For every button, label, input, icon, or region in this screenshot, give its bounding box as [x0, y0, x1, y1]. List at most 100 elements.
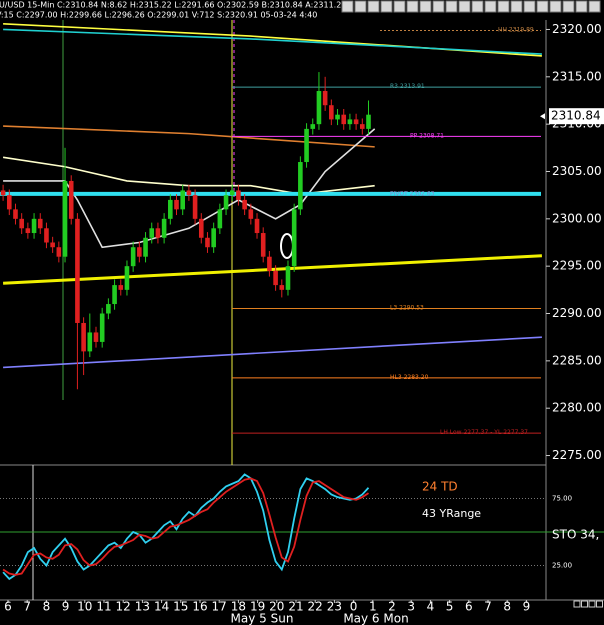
candle-body — [124, 266, 130, 290]
candle-body — [0, 190, 6, 196]
toolbar-button[interactable] — [588, 0, 601, 13]
toolbar-button[interactable] — [549, 0, 562, 13]
level-label: PIVOT 2302.63 — [390, 190, 435, 197]
oscillator-line — [2, 477, 369, 576]
candle-body — [68, 180, 74, 219]
candle-body — [44, 228, 49, 243]
indicator-line — [3, 125, 375, 148]
x-tick-label: 9 — [62, 600, 70, 614]
scroll-button — [596, 600, 603, 608]
candle-body — [366, 114, 371, 129]
candle-body — [75, 218, 80, 323]
candle-body — [25, 228, 31, 234]
x-tick-label: 5 — [446, 600, 454, 614]
toolbar-button[interactable] — [575, 0, 588, 13]
candle-body — [50, 242, 55, 248]
candle-body — [180, 190, 185, 210]
toolbar-button[interactable] — [497, 0, 510, 13]
candle-body — [329, 105, 334, 120]
candle-body — [168, 199, 173, 219]
candle-body — [285, 266, 291, 290]
y-tick-label: 75.00 — [552, 495, 572, 503]
toolbar-button[interactable] — [406, 0, 419, 13]
level-label: LH Low 2277.37 - YL 2277.37 — [440, 429, 528, 436]
indicator-line — [3, 254, 542, 285]
x-tick-label: 15 — [173, 600, 188, 614]
x-tick-label: 20 — [269, 600, 284, 614]
scroll-button — [581, 600, 588, 608]
toolbar-button[interactable] — [341, 0, 354, 13]
x-tick-label: 7 — [23, 600, 31, 614]
indicator-line — [3, 336, 542, 369]
candle-body — [223, 195, 229, 210]
annotation: 24 TD — [422, 480, 458, 494]
candle-body — [211, 228, 216, 248]
level-label: PP 2308.71 — [410, 132, 444, 139]
x-tick-label: 11 — [96, 600, 111, 614]
toolbar-button[interactable] — [380, 0, 393, 13]
candle-body — [130, 247, 136, 267]
header-line: V:15 C:2297.00 H:2299.66 L:2296.26 O:229… — [0, 11, 317, 20]
level-label: R3 2313.91 — [390, 83, 425, 90]
candle-body — [62, 180, 68, 257]
candle-body — [242, 199, 247, 210]
candle-body — [192, 195, 198, 219]
toolbar-button[interactable] — [523, 0, 536, 13]
toolbar-button[interactable] — [510, 0, 523, 13]
last-price-box — [549, 108, 604, 125]
toolbar-button[interactable] — [445, 0, 458, 13]
y-tick-label: 2315.00 — [552, 69, 602, 83]
candle-body — [37, 218, 43, 229]
candle-body — [161, 218, 167, 238]
candle-body — [335, 114, 340, 120]
candle-body — [186, 190, 192, 196]
candle-body — [205, 237, 210, 248]
y-tick-label: 2295.00 — [552, 259, 602, 273]
y-tick-label: 2285.00 — [552, 353, 602, 367]
level-label: HL3 2283.20 — [390, 374, 429, 381]
candle-body — [118, 285, 124, 290]
candle-body — [6, 195, 12, 210]
candle-body — [81, 322, 86, 352]
toolbar-button[interactable] — [484, 0, 497, 13]
y-tick-label: 2305.00 — [552, 164, 602, 178]
candle-body — [260, 233, 266, 257]
x-tick-label: 17 — [212, 600, 227, 614]
candle-body — [31, 218, 37, 234]
date-label: May 6 Mon — [343, 612, 408, 625]
candle-body — [143, 237, 148, 257]
candle-body — [19, 218, 24, 229]
candle-body — [254, 218, 260, 234]
toolbar-button[interactable] — [458, 0, 471, 13]
toolbar-button[interactable] — [432, 0, 445, 13]
date-label: May 5 Sun — [231, 612, 294, 625]
x-tick-label: 9 — [523, 600, 531, 614]
candle-body — [341, 114, 347, 125]
x-tick-label: 8 — [503, 600, 511, 614]
candle-body — [174, 199, 179, 210]
toolbar-button[interactable] — [536, 0, 549, 13]
x-tick-label: 12 — [116, 600, 131, 614]
x-tick-label: 2 — [388, 600, 396, 614]
x-tick-label: 6 — [4, 600, 12, 614]
candle-body — [298, 162, 303, 210]
toolbar-button[interactable] — [354, 0, 367, 13]
toolbar-button[interactable] — [419, 0, 432, 13]
toolbar-button[interactable] — [393, 0, 406, 13]
toolbar-button[interactable] — [471, 0, 484, 13]
x-tick-label: 22 — [308, 600, 323, 614]
toolbar-button[interactable] — [367, 0, 380, 13]
candle-body — [279, 285, 285, 290]
candle-body — [106, 304, 111, 314]
candle-body — [149, 228, 155, 238]
x-tick-label: 21 — [288, 600, 303, 614]
scroll-button — [573, 600, 581, 608]
x-tick-label: 8 — [43, 600, 51, 614]
x-tick-label: 19 — [250, 600, 265, 614]
toolbar-button[interactable] — [562, 0, 575, 13]
y-tick-label: 2280.00 — [552, 401, 602, 415]
scroll-button — [588, 600, 596, 608]
